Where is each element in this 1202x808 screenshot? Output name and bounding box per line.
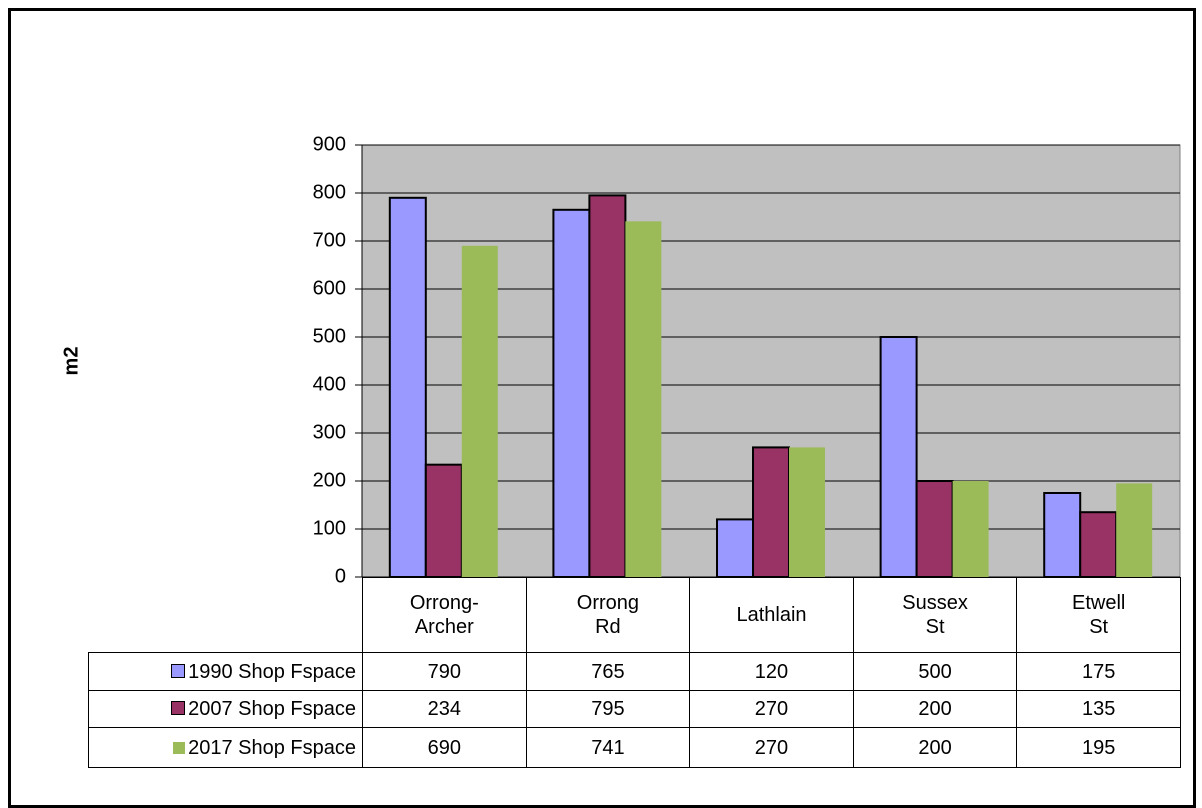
y-axis-label: m2 [60,347,82,376]
y-tick-label: 700 [313,229,346,251]
legend-key [171,663,186,678]
bar [788,447,825,577]
value-cell: 200 [852,727,1018,768]
legend-entry: 1990 Shop Fspace [88,652,363,691]
y-tick-label: 200 [313,469,346,491]
category-label: Orrong Rd [525,577,691,653]
category-label: Lathlain [689,577,854,653]
value-cell: 120 [689,652,854,691]
bar [1116,483,1153,577]
value-cell: 690 [362,727,527,768]
y-tick-label: 0 [335,565,346,587]
y-tick-label: 500 [313,325,346,347]
bar [752,446,790,578]
legend-key [171,701,186,715]
header-row: Orrong- Archer Orrong Rd Lathlain Sussex St… [88,577,1181,653]
chart: m2 0 100 200 300 400 500 600 700 800 900 [60,133,1181,587]
bar [716,518,755,579]
legend-label: 2017 Shop Fspace [188,736,356,759]
legend-label: 1990 Shop Fspace [188,660,356,683]
value-cell: 234 [362,690,527,728]
y-tick-label: 400 [313,373,346,395]
value-cell: 500 [852,652,1018,691]
bar [625,221,662,577]
value-cell: 135 [1016,690,1181,728]
blank-cell [88,577,363,653]
value-cell: 270 [689,727,854,768]
bar [952,481,989,577]
bar [879,336,918,578]
value-cell: 270 [689,690,854,728]
category-label: Etwell St [1016,577,1181,653]
series-row: 1990 Shop Fspace 790 765 120 500 175 [88,652,1181,691]
category-label: Sussex St [852,577,1018,653]
value-cell: 175 [1016,652,1181,691]
series-row: 2017 Shop Fspace 690 741 270 200 195 [88,727,1181,768]
data-table: Orrong- Archer Orrong Rd Lathlain Sussex St… [88,577,1181,768]
y-tick-label: 800 [313,181,346,203]
legend-key [173,741,186,754]
value-cell: 765 [525,652,691,691]
legend-label: 2007 Shop Fspace [188,698,356,720]
bar [461,245,498,578]
bar [1079,511,1118,579]
y-tick-label: 900 [313,133,346,155]
legend-entry: 2007 Shop Fspace [88,690,363,728]
value-cell: 741 [525,727,691,768]
bar [1043,492,1082,578]
y-tick-label: 300 [313,421,346,443]
value-cell: 195 [1016,727,1181,768]
bar [552,208,591,579]
value-cell: 795 [525,690,691,728]
bar [915,480,954,578]
value-cell: 790 [362,652,527,691]
value-cell: 200 [852,690,1018,728]
bar [388,196,427,579]
category-label: Orrong- Archer [362,577,527,653]
bar [424,463,463,578]
bar [588,194,627,578]
y-tick-label: 100 [313,517,346,539]
legend-entry: 2017 Shop Fspace [88,727,363,768]
series-row: 2007 Shop Fspace 234 795 270 200 135 [88,690,1181,728]
y-tick-label: 600 [313,277,346,299]
